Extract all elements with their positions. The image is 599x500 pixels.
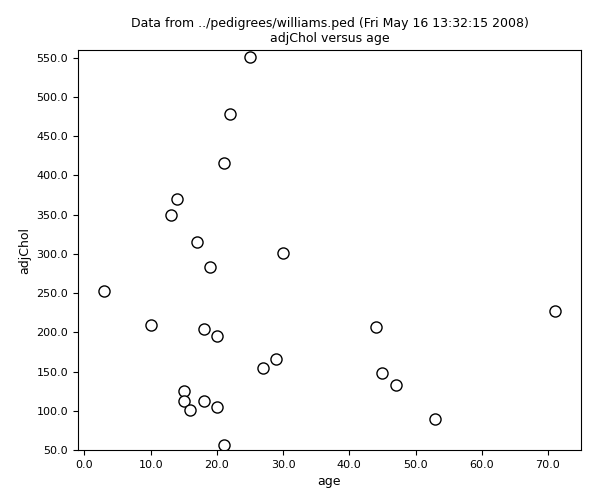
Point	[219, 159, 228, 167]
Y-axis label: adjChol: adjChol	[18, 226, 31, 274]
Point	[205, 264, 215, 272]
Point	[431, 414, 440, 422]
Point	[179, 387, 189, 395]
Point	[272, 355, 282, 363]
Title: Data from ../pedigrees/williams.ped (Fri May 16 13:32:15 2008)
adjChol versus ag: Data from ../pedigrees/williams.ped (Fri…	[131, 16, 528, 44]
Point	[186, 406, 195, 414]
Point	[258, 364, 268, 372]
Point	[245, 53, 255, 61]
Point	[219, 440, 228, 448]
Point	[166, 212, 176, 220]
Point	[371, 323, 380, 331]
Point	[225, 110, 235, 118]
Point	[391, 381, 401, 389]
Point	[173, 195, 182, 203]
Point	[377, 369, 387, 377]
Point	[212, 403, 222, 411]
Point	[199, 398, 208, 406]
Point	[550, 307, 559, 315]
Point	[179, 396, 189, 404]
Point	[279, 249, 288, 257]
X-axis label: age: age	[317, 476, 341, 488]
Point	[146, 320, 156, 328]
Point	[199, 325, 208, 333]
Point	[192, 238, 202, 246]
Point	[99, 287, 109, 295]
Point	[212, 332, 222, 340]
